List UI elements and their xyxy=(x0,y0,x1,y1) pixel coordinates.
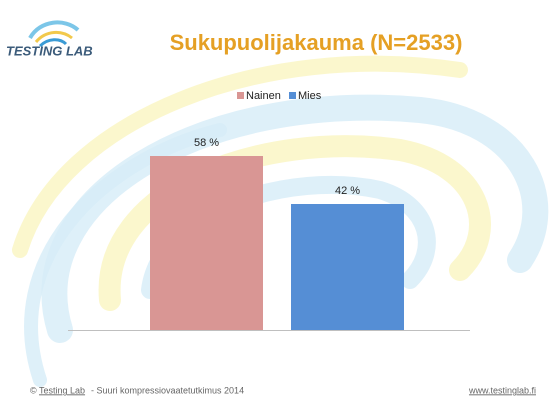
footer-copyright: © xyxy=(30,385,37,395)
logo-text: TESTING LAB xyxy=(6,43,93,58)
legend-label: Nainen xyxy=(246,90,281,102)
value-label: 58 % xyxy=(194,137,219,149)
logo: TESTING LAB xyxy=(6,20,93,58)
bar xyxy=(291,204,404,330)
legend-swatch xyxy=(289,92,296,99)
chart-title: Sukupuolijakauma (N=2533) xyxy=(170,30,463,55)
footer-url[interactable]: www.testinglab.fi xyxy=(468,385,536,395)
bar xyxy=(150,156,263,330)
legend-swatch xyxy=(237,92,244,99)
value-label: 42 % xyxy=(335,185,360,197)
background-swirl xyxy=(12,55,549,387)
footer-link[interactable]: Testing Lab xyxy=(39,385,85,395)
footer-text: - Suuri kompressiovaatetutkimus 2014 xyxy=(91,385,244,395)
legend-label: Mies xyxy=(298,90,322,102)
